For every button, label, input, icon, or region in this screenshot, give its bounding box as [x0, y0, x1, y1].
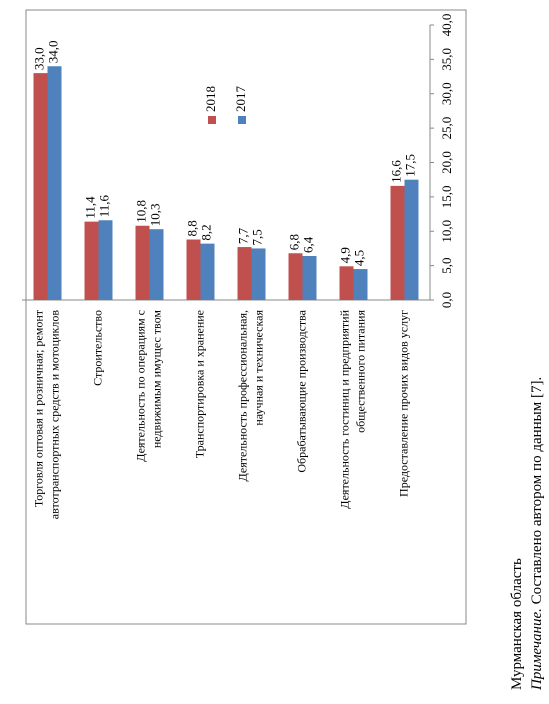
value-label: 17,5 [402, 154, 417, 177]
bar [186, 239, 201, 300]
legend-swatch [208, 116, 216, 124]
x-tick-label: Транспортировка и хранение [192, 310, 206, 458]
bar [237, 247, 252, 300]
value-label: 7,5 [249, 229, 264, 245]
value-label: 10,3 [147, 203, 162, 226]
y-tick-label: 25,0 [439, 117, 454, 140]
x-tick-label: Деятельность гостиниц и предприятий [337, 309, 351, 508]
legend-label: 2018 [203, 86, 218, 112]
bar [353, 269, 368, 300]
value-label: 10,8 [133, 200, 148, 223]
bar [84, 221, 99, 300]
bar [390, 185, 405, 300]
bar [47, 66, 62, 300]
legend-label: 2017 [233, 86, 248, 113]
x-tick-label: Предоставление прочих видов услуг [396, 310, 410, 497]
bar [33, 73, 48, 300]
x-tick-label: Строительство [90, 310, 104, 386]
y-tick-label: 15,0 [439, 186, 454, 209]
value-label: 16,6 [388, 160, 403, 183]
x-tick-label: общественного питания [353, 310, 367, 433]
bar [404, 179, 419, 300]
legend-swatch [238, 116, 246, 124]
value-label: 8,8 [184, 220, 199, 236]
value-label: 6,8 [286, 234, 301, 250]
y-tick-label: 35,0 [439, 48, 454, 71]
bar [251, 248, 266, 300]
x-tick-label: Торговля оптовая и розничная; ремонт [31, 309, 45, 507]
x-tick-label: автотранспортных средств и мотоциклов [47, 310, 61, 520]
value-label: 11,6 [96, 194, 111, 217]
bar [302, 256, 317, 300]
note: Примечание. Составлено автором по данным… [529, 377, 545, 691]
bar [98, 220, 113, 300]
value-label: 11,4 [82, 196, 97, 219]
y-tick-label: 40,0 [439, 14, 454, 37]
y-tick-label: 5,0 [439, 258, 454, 274]
x-tick-label: Деятельность профессиональная, [235, 310, 249, 481]
y-tick-label: 20,0 [439, 151, 454, 174]
x-tick-label: Деятельность по операциям с [133, 310, 147, 462]
value-label: 7,7 [235, 227, 250, 244]
bar [288, 253, 303, 300]
x-tick-label: недвижимым имущес твом [149, 310, 163, 449]
value-label: 6,4 [300, 236, 315, 253]
region-label: Мурманская область [509, 558, 525, 690]
note-text: Составлено автором по данным [7]. [529, 377, 545, 608]
y-tick-label: 30,0 [439, 82, 454, 105]
value-label: 4,5 [351, 250, 366, 266]
x-tick-label: научная и техническая [251, 310, 265, 426]
value-label: 34,0 [45, 41, 60, 64]
value-label: 4,9 [337, 247, 352, 263]
value-label: 8,2 [198, 224, 213, 240]
value-label: 33,0 [31, 47, 46, 70]
bar [135, 225, 150, 300]
x-tick-label: Обрабатывающие производства [294, 309, 308, 472]
bar [149, 229, 164, 300]
chart-frame [25, 9, 467, 625]
note-label: Примечание. [529, 608, 545, 691]
y-tick-label: 10,0 [439, 220, 454, 243]
bar [339, 266, 354, 300]
y-tick-label: 0,0 [439, 292, 454, 308]
bar [200, 243, 215, 300]
